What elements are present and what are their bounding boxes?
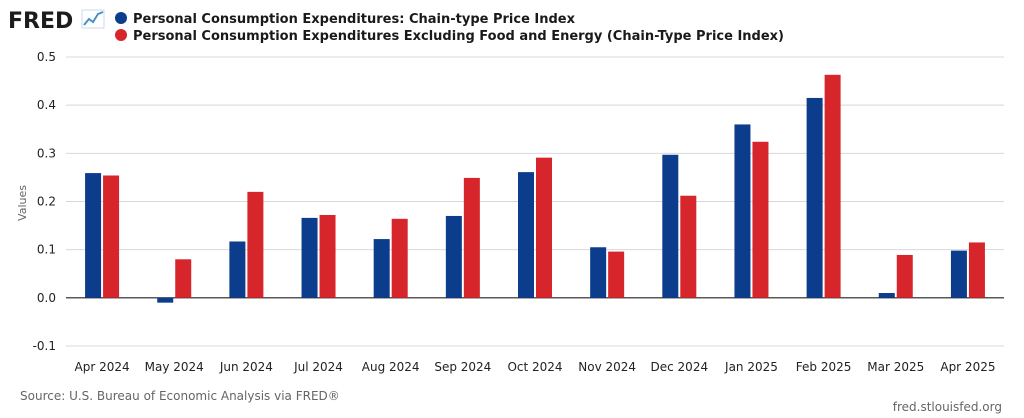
bar-pce[interactable] [662,154,679,298]
bars [85,74,985,303]
bar-pce[interactable] [229,241,246,298]
legend-label-pce: Personal Consumption Expenditures: Chain… [133,12,576,27]
fred-logo[interactable]: FRED [8,9,105,34]
y-tick-label: 0.0 [37,291,56,305]
bar-core-pce[interactable] [247,191,264,298]
bar-pce[interactable] [734,124,751,298]
bar-pce[interactable] [950,250,967,298]
site-link[interactable]: fred.stlouisfed.org [893,400,1002,414]
bar-core-pce[interactable] [896,254,913,298]
y-tick-label: 0.4 [37,98,56,112]
bar-core-pce[interactable] [319,214,336,298]
bar-core-pce[interactable] [608,251,625,298]
bar-core-pce[interactable] [968,242,985,298]
legend-item: Personal Consumption Expenditures Exclud… [115,29,784,44]
bar-pce[interactable] [590,247,607,298]
x-tick-label: Feb 2025 [796,360,852,374]
bar-core-pce[interactable] [536,157,552,298]
bar-core-pce[interactable] [824,74,841,298]
x-tick-label: Dec 2024 [651,360,709,374]
bar-core-pce[interactable] [680,195,697,298]
bar-pce[interactable] [373,239,390,298]
bar-pce[interactable] [301,217,318,298]
x-tick-label: Oct 2024 [507,360,562,374]
bar-pce[interactable] [878,293,895,298]
legend-swatch-core-pce [115,29,127,41]
x-tick-label: Apr 2024 [75,360,130,374]
x-tick-label: Sep 2024 [434,360,491,374]
fred-logo-text: FRED [8,9,73,34]
y-tick-label: 0.1 [37,243,56,257]
chart-line-icon [81,9,105,29]
bar-pce[interactable] [806,97,823,298]
bar-pce[interactable] [518,172,534,298]
bar-core-pce[interactable] [463,177,480,298]
bar-core-pce[interactable] [175,259,192,298]
legend-item: Personal Consumption Expenditures: Chain… [115,12,576,27]
legend-label-core-pce: Personal Consumption Expenditures Exclud… [133,29,784,44]
bar-pce[interactable] [445,215,462,298]
x-tick-label: Jan 2025 [724,360,778,374]
bar-core-pce[interactable] [103,175,120,298]
y-axis-title: Values [16,185,29,221]
x-tick-label: Apr 2025 [940,360,995,374]
gridlines [66,56,1004,347]
x-tick-label: Jun 2024 [219,360,273,374]
x-axis-ticks: Apr 2024 May 2024 Jun 2024 Jul 2024 Aug 2024… [75,360,996,374]
x-tick-label: Aug 2024 [362,360,420,374]
bar-pce[interactable] [85,173,102,298]
bar-core-pce[interactable] [391,218,408,298]
x-tick-label: Mar 2025 [867,360,924,374]
bar-core-pce[interactable] [752,141,769,298]
legend: Personal Consumption Expenditures: Chain… [115,12,784,44]
x-tick-label: May 2024 [145,360,204,374]
x-tick-label: Jul 2024 [293,360,343,374]
legend-swatch-pce [115,12,127,24]
y-axis-ticks: -0.1 0.0 0.1 0.2 0.3 0.4 0.5 [33,50,56,353]
source-note: Source: U.S. Bureau of Economic Analysis… [20,389,340,403]
x-tick-label: Nov 2024 [578,360,636,374]
y-tick-label: 0.2 [37,195,56,209]
y-tick-label: 0.5 [37,50,56,64]
y-tick-label: 0.3 [37,146,56,160]
y-tick-label: -0.1 [33,339,56,353]
bar-pce[interactable] [157,297,174,303]
